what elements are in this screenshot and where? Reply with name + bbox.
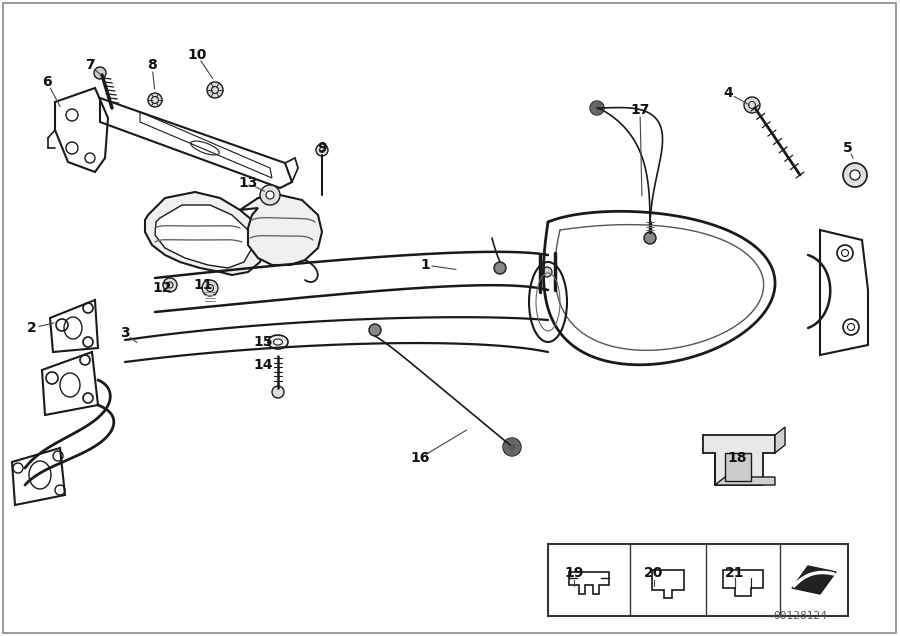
Circle shape [260,185,280,205]
Ellipse shape [268,335,288,349]
Circle shape [148,93,162,107]
Text: 3: 3 [121,326,130,340]
Text: 16: 16 [410,451,429,465]
Circle shape [494,262,506,274]
Text: 20: 20 [644,566,663,580]
Circle shape [744,97,760,113]
Text: 2: 2 [27,321,37,335]
Polygon shape [703,435,775,485]
Circle shape [316,144,328,156]
Bar [548,544,848,616]
Polygon shape [240,195,322,265]
Text: 10: 10 [187,48,207,62]
Polygon shape [145,192,265,275]
Text: 12: 12 [152,281,172,295]
Circle shape [163,278,177,292]
Text: 7: 7 [86,58,94,72]
Text: 4: 4 [723,86,733,100]
Circle shape [94,67,106,79]
Text: 17: 17 [630,103,650,117]
Text: 1: 1 [420,258,430,272]
Text: 15: 15 [253,335,273,349]
Text: 5: 5 [843,141,853,155]
Circle shape [542,267,552,277]
Circle shape [503,438,521,456]
Circle shape [590,101,604,115]
Circle shape [202,280,218,296]
Bar [725,453,751,481]
Circle shape [207,82,223,98]
Circle shape [272,386,284,398]
Text: 9: 9 [317,141,327,155]
Polygon shape [155,205,252,268]
Circle shape [842,249,849,256]
Text: 00128124: 00128124 [773,611,827,621]
Circle shape [848,324,854,331]
Circle shape [850,170,860,180]
Circle shape [266,191,274,199]
Text: 14: 14 [253,358,273,372]
Ellipse shape [274,339,283,345]
Polygon shape [775,427,785,453]
Text: 11: 11 [194,278,212,292]
Text: 19: 19 [564,566,584,580]
Polygon shape [792,566,836,594]
Text: 6: 6 [42,75,52,89]
Text: 13: 13 [238,176,257,190]
Circle shape [644,232,656,244]
Circle shape [369,324,381,336]
Polygon shape [715,477,775,485]
Circle shape [843,163,867,187]
Text: 18: 18 [727,451,747,465]
Text: 21: 21 [725,566,745,580]
Text: 8: 8 [147,58,157,72]
